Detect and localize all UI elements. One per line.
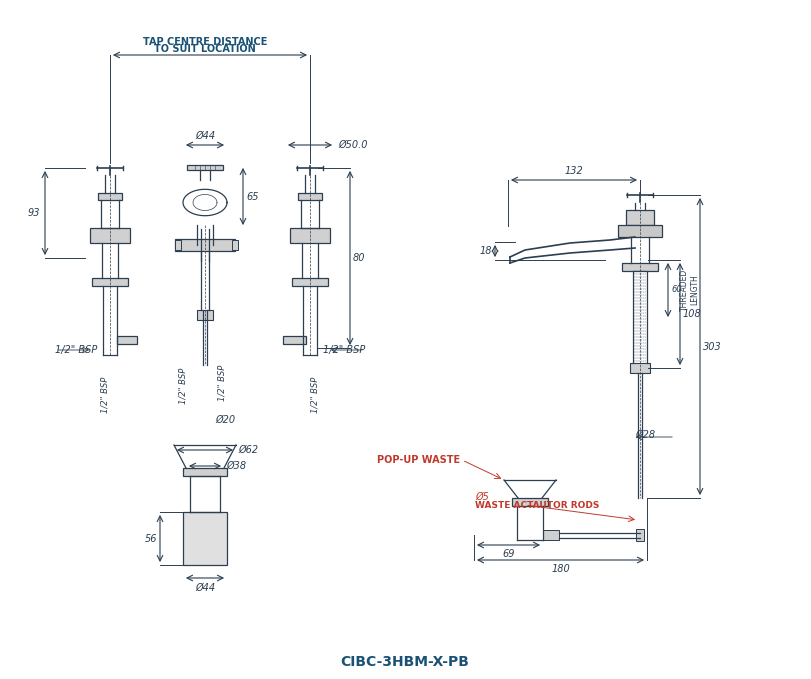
Bar [543, 530, 559, 540]
Text: 1/2" BSP: 1/2" BSP [55, 345, 97, 355]
Bar [183, 512, 227, 565]
Text: 56: 56 [144, 534, 157, 543]
Text: Ø5: Ø5 [475, 492, 489, 502]
Bar [290, 228, 330, 243]
Bar [512, 498, 548, 506]
Text: 93: 93 [28, 208, 40, 218]
Bar [283, 336, 306, 344]
Text: 60: 60 [671, 285, 682, 295]
Text: 1/2" BSP: 1/2" BSP [217, 365, 226, 401]
Text: Ø44: Ø44 [195, 131, 215, 141]
Text: POP-UP WASTE: POP-UP WASTE [377, 455, 460, 465]
Bar [636, 529, 644, 541]
Bar [187, 165, 223, 170]
Text: Ø20: Ø20 [215, 415, 235, 425]
Text: Ø44: Ø44 [195, 583, 215, 593]
Text: Ø50.0: Ø50.0 [338, 140, 367, 150]
Text: Ø38: Ø38 [226, 461, 246, 471]
Text: 132: 132 [564, 166, 583, 176]
Text: 69: 69 [502, 549, 515, 559]
Text: 65: 65 [246, 191, 259, 202]
Text: TAP CENTRE DISTANCE: TAP CENTRE DISTANCE [143, 37, 267, 47]
Text: 108: 108 [683, 309, 702, 319]
Bar [98, 193, 122, 200]
Text: Ø28: Ø28 [635, 430, 655, 440]
Bar [197, 310, 213, 320]
Text: 1/2" BSP: 1/2" BSP [323, 345, 365, 355]
Text: 1/2" BSP: 1/2" BSP [101, 377, 109, 413]
Text: THREADED
LENGTH: THREADED LENGTH [680, 269, 699, 311]
Text: 18: 18 [479, 246, 492, 256]
Text: CIBC-3HBM-X-PB: CIBC-3HBM-X-PB [341, 655, 470, 669]
Text: 180: 180 [551, 564, 570, 574]
Bar [90, 228, 130, 243]
Text: Ø62: Ø62 [238, 445, 258, 455]
Bar [183, 468, 227, 476]
Bar [117, 336, 137, 344]
Text: 303: 303 [703, 342, 722, 352]
Text: WASTE ACTAUTOR RODS: WASTE ACTAUTOR RODS [475, 500, 599, 509]
Bar [618, 225, 662, 237]
Bar [622, 263, 658, 271]
Text: 1/2" BSP: 1/2" BSP [178, 368, 187, 404]
Bar [630, 363, 650, 373]
Bar [292, 278, 328, 286]
Bar [232, 240, 238, 250]
Text: 80: 80 [353, 253, 366, 263]
Bar [92, 278, 128, 286]
Bar [626, 210, 654, 225]
Bar [175, 240, 181, 250]
Text: 1/2" BSP: 1/2" BSP [311, 377, 320, 413]
Bar [175, 239, 235, 251]
Text: TO SUIT LOCATION: TO SUIT LOCATION [154, 44, 256, 54]
Bar [298, 193, 322, 200]
